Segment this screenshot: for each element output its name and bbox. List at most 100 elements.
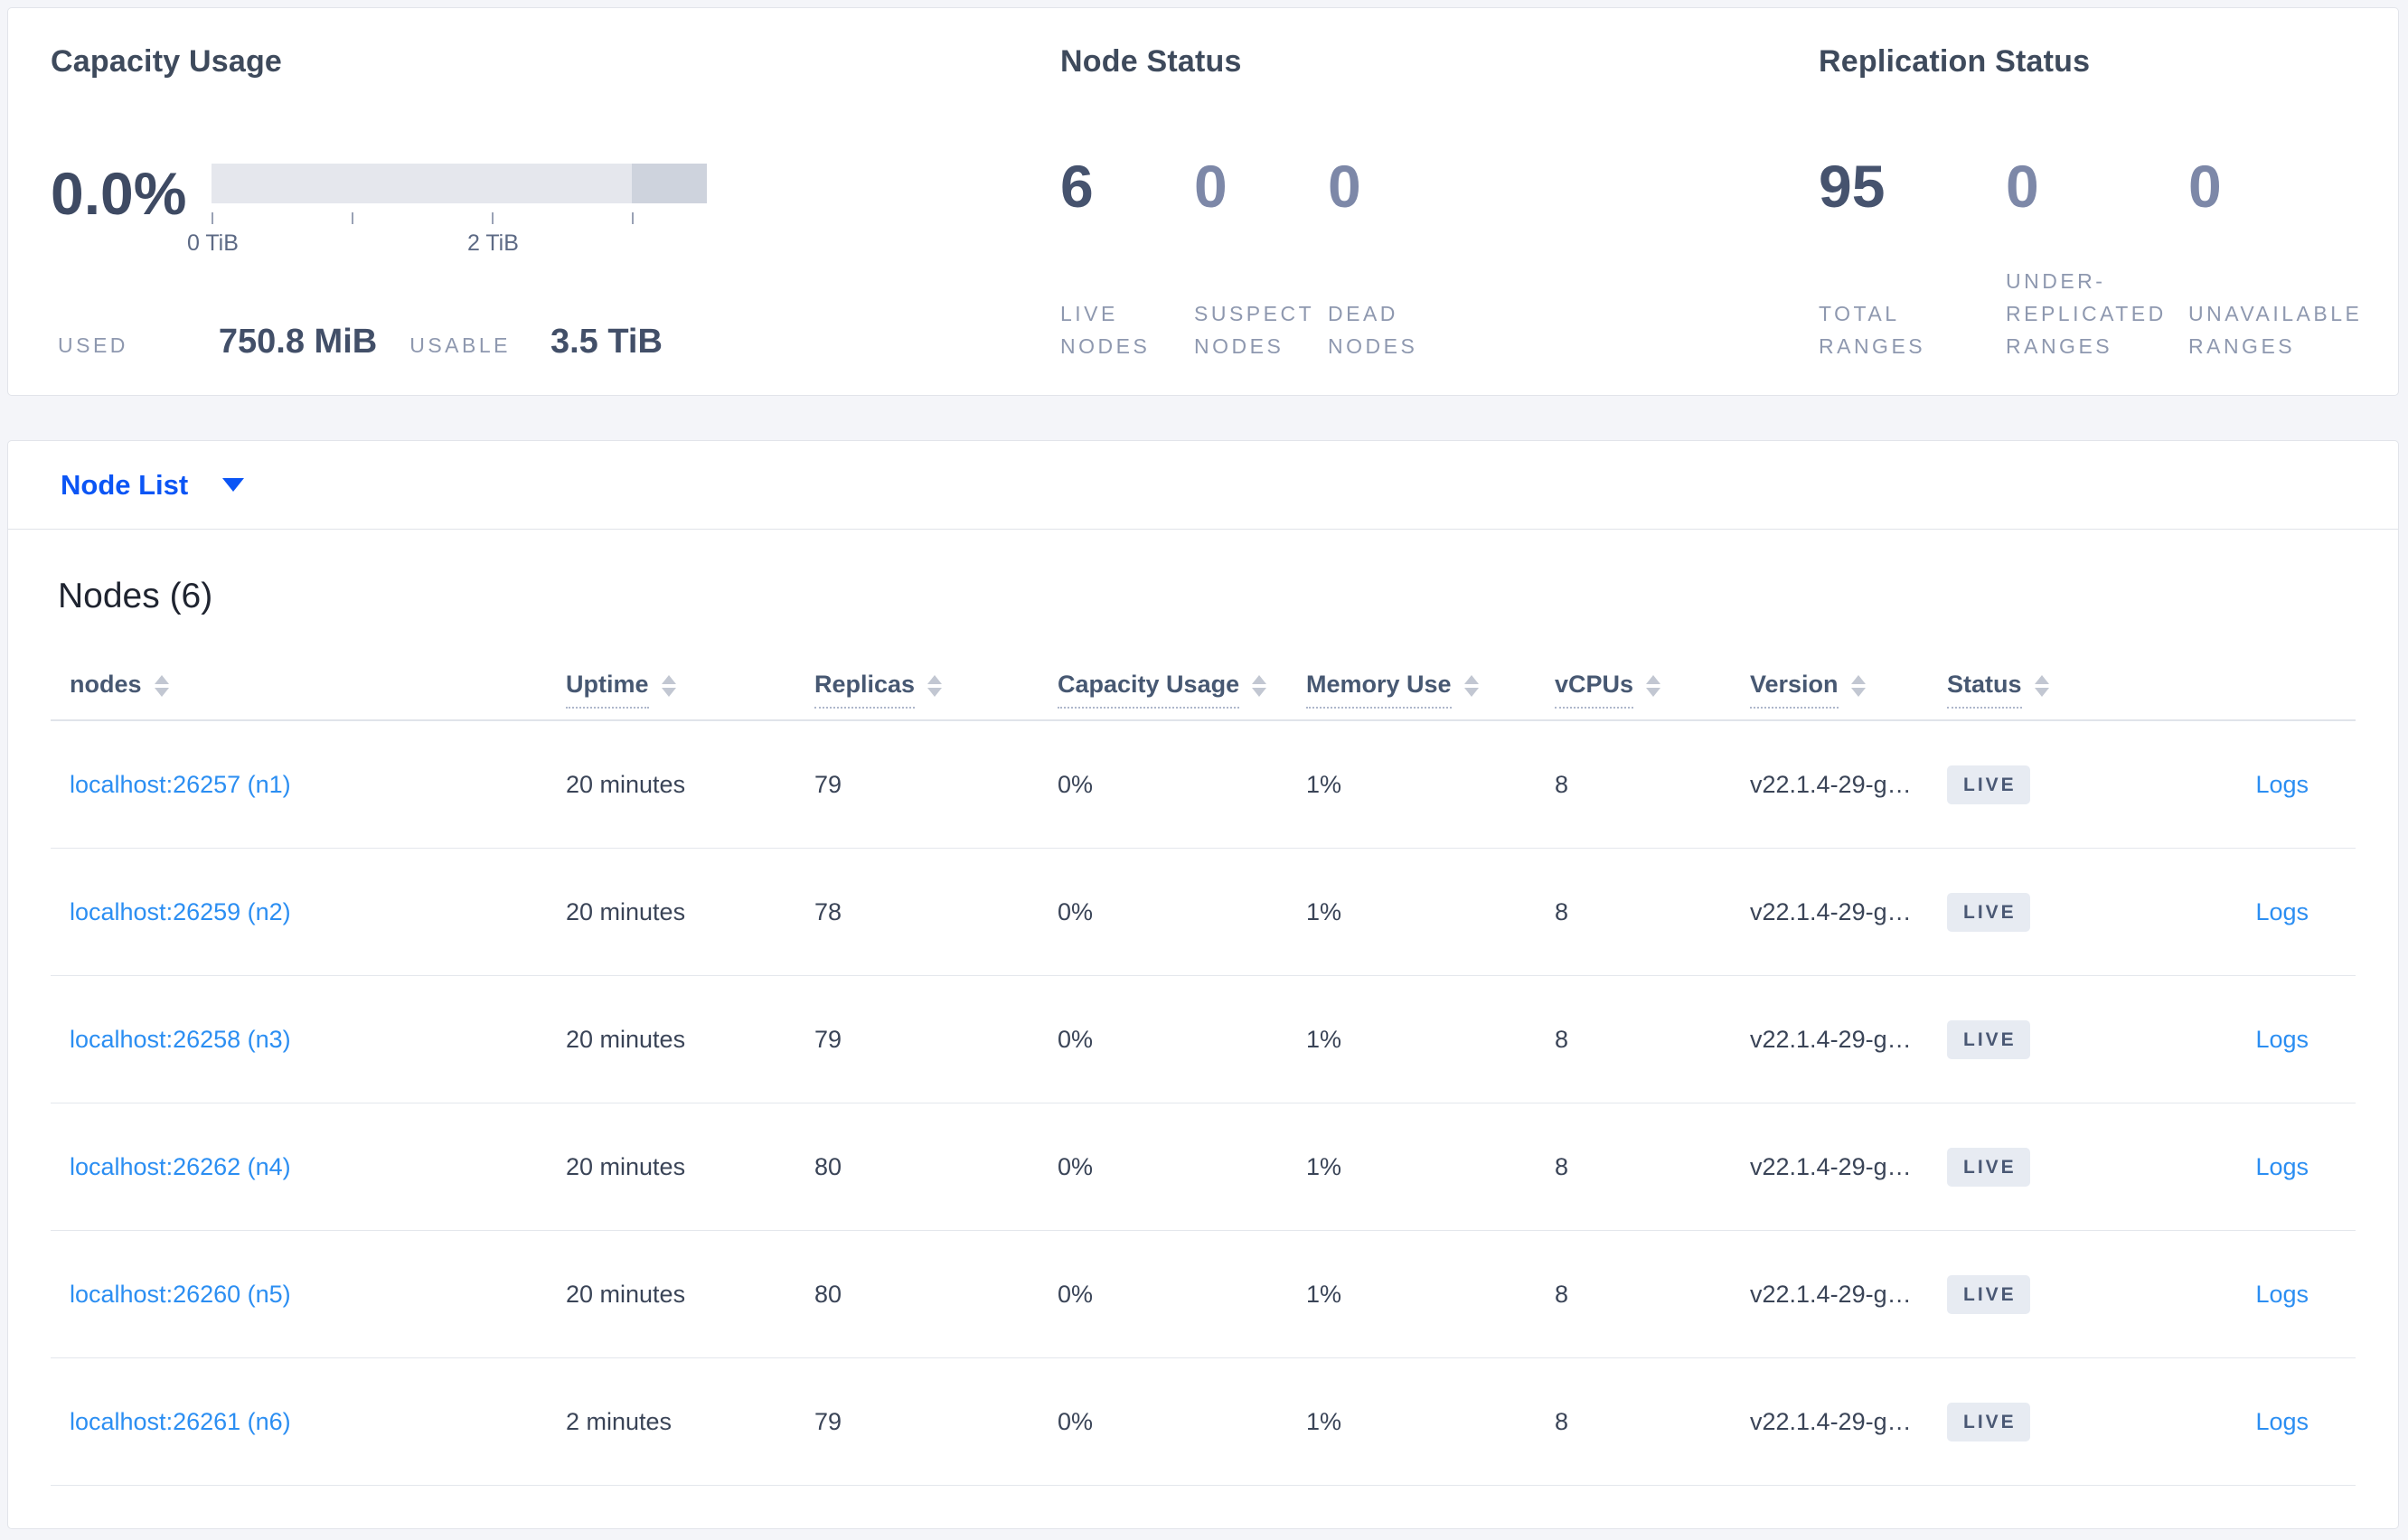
node-link[interactable]: localhost:26262 (n4) — [70, 1152, 291, 1180]
vcpus-cell: 8 — [1555, 1152, 1569, 1180]
version-cell: v22.1.4-29-g… — [1750, 1025, 1912, 1053]
logs-link[interactable]: Logs — [2255, 1407, 2309, 1435]
column-header-nodes[interactable]: nodes — [51, 671, 566, 709]
node-link[interactable]: localhost:26260 (n5) — [70, 1280, 291, 1308]
capacity-percent-value: 0.0% — [51, 160, 187, 227]
node-link[interactable]: localhost:26261 (n6) — [70, 1407, 291, 1435]
total-ranges-label: TOTAL RANGES — [1819, 302, 1926, 358]
column-header-memory-use[interactable]: Memory Use — [1306, 671, 1555, 709]
unavailable-ranges-value: 0 — [2188, 153, 2222, 220]
status-badge: LIVE — [1947, 1274, 2030, 1314]
total-ranges-metric: 95 TOTAL RANGES — [1819, 151, 2006, 362]
vcpus-cell: 8 — [1555, 770, 1569, 798]
capacity-bar-reserved-segment — [632, 164, 708, 203]
column-header-version[interactable]: Version — [1750, 671, 1947, 709]
capacity-cell: 0% — [1058, 1152, 1094, 1180]
table-row: localhost:26260 (n5) 20 minutes 80 0% 1%… — [51, 1231, 2356, 1358]
used-label: USED — [58, 333, 128, 357]
sort-icon — [1646, 675, 1661, 697]
node-list-card: Node List Nodes (6) nodes Uptime Replica… — [7, 440, 2399, 1529]
vcpus-cell: 8 — [1555, 1025, 1569, 1053]
table-header-row: nodes Uptime Replicas Capacity Usage — [51, 671, 2356, 721]
status-badge: LIVE — [1947, 1019, 2030, 1059]
logs-link[interactable]: Logs — [2255, 1025, 2309, 1053]
uptime-cell: 20 minutes — [566, 1280, 686, 1308]
vcpus-cell: 8 — [1555, 1407, 1569, 1435]
usable-value: 3.5 TiB — [550, 323, 663, 361]
capacity-cell: 0% — [1058, 897, 1094, 925]
under-replicated-ranges-label: UNDER-REPLICATED RANGES — [2006, 269, 2167, 358]
vcpus-cell: 8 — [1555, 897, 1569, 925]
uptime-cell: 20 minutes — [566, 1152, 686, 1180]
node-link[interactable]: localhost:26257 (n1) — [70, 770, 291, 798]
axis-tick-label: 2 TiB — [466, 230, 519, 256]
node-list-dropdown[interactable]: Node List — [8, 441, 2398, 530]
replicas-cell: 78 — [814, 897, 842, 925]
logs-link[interactable]: Logs — [2255, 1152, 2309, 1180]
under-replicated-ranges-value: 0 — [2006, 153, 2039, 220]
unavailable-ranges-metric: 0 UNAVAILABLE RANGES — [2188, 151, 2408, 362]
sort-icon — [154, 675, 169, 697]
status-badge: LIVE — [1947, 892, 2030, 932]
table-row: localhost:26262 (n4) 20 minutes 80 0% 1%… — [51, 1103, 2356, 1231]
total-ranges-value: 95 — [1819, 153, 1886, 220]
memory-cell: 1% — [1306, 897, 1342, 925]
memory-cell: 1% — [1306, 1152, 1342, 1180]
capacity-values-row: USED 750.8 MiB USABLE 3.5 TiB — [58, 323, 663, 362]
column-header-vcpus[interactable]: vCPUs — [1555, 671, 1750, 709]
unavailable-ranges-label: UNAVAILABLE RANGES — [2188, 302, 2363, 358]
status-badge: LIVE — [1947, 765, 2030, 804]
sort-icon — [1850, 675, 1866, 697]
logs-link[interactable]: Logs — [2255, 897, 2309, 925]
capacity-cell: 0% — [1058, 1407, 1094, 1435]
version-cell: v22.1.4-29-g… — [1750, 897, 1912, 925]
capacity-usage-section: Capacity Usage 0.0% 0 TiB 2 TiB USED 750… — [51, 44, 756, 361]
under-replicated-ranges-metric: 0 UNDER-REPLICATED RANGES — [2006, 151, 2188, 362]
column-header-status[interactable]: Status — [1947, 671, 2144, 709]
capacity-cell: 0% — [1058, 1025, 1094, 1053]
sort-icon — [927, 675, 943, 697]
live-nodes-metric: 6 LIVE NODES — [1060, 151, 1194, 362]
nodes-section-title: Nodes (6) — [58, 577, 213, 615]
uptime-cell: 20 minutes — [566, 1025, 686, 1053]
replicas-cell: 79 — [814, 770, 842, 798]
status-badge: LIVE — [1947, 1147, 2030, 1187]
version-cell: v22.1.4-29-g… — [1750, 1152, 1912, 1180]
column-header-uptime[interactable]: Uptime — [566, 671, 814, 709]
node-status-section: Node Status 6 LIVE NODES 0 SUSPECT NODES… — [1060, 44, 1693, 358]
dead-nodes-label: DEAD NODES — [1328, 302, 1418, 358]
cluster-summary-card: Capacity Usage 0.0% 0 TiB 2 TiB USED 750… — [7, 7, 2399, 396]
memory-cell: 1% — [1306, 770, 1342, 798]
dead-nodes-metric: 0 DEAD NODES — [1328, 151, 1462, 362]
node-link[interactable]: localhost:26259 (n2) — [70, 897, 291, 925]
node-list-dropdown-label: Node List — [61, 468, 189, 501]
suspect-nodes-label: SUSPECT NODES — [1194, 302, 1314, 358]
axis-tick — [492, 212, 494, 224]
live-nodes-value: 6 — [1060, 153, 1094, 220]
table-row: localhost:26259 (n2) 20 minutes 78 0% 1%… — [51, 849, 2356, 976]
node-link[interactable]: localhost:26258 (n3) — [70, 1025, 291, 1053]
status-badge: LIVE — [1947, 1402, 2030, 1441]
capacity-bar-track — [212, 164, 708, 203]
version-cell: v22.1.4-29-g… — [1750, 770, 1912, 798]
capacity-gauge: 0.0% 0 TiB 2 TiB — [51, 155, 708, 256]
replication-metrics: 95 TOTAL RANGES 0 UNDER-REPLICATED RANGE… — [1819, 151, 2408, 362]
sort-icon — [2034, 675, 2049, 697]
capacity-usage-bar: 0 TiB 2 TiB — [187, 155, 708, 256]
uptime-cell: 20 minutes — [566, 770, 686, 798]
column-header-capacity-usage[interactable]: Capacity Usage — [1058, 671, 1306, 709]
logs-link[interactable]: Logs — [2255, 1280, 2309, 1308]
node-status-title: Node Status — [1060, 44, 1242, 79]
suspect-nodes-metric: 0 SUSPECT NODES — [1194, 151, 1328, 362]
column-header-replicas[interactable]: Replicas — [814, 671, 1058, 709]
usable-label: USABLE — [409, 333, 511, 357]
capacity-cell: 0% — [1058, 1280, 1094, 1308]
axis-tick — [632, 212, 635, 224]
axis-tick-label: 0 TiB — [186, 230, 239, 256]
table-row: localhost:26261 (n6) 2 minutes 79 0% 1% … — [51, 1358, 2356, 1486]
logs-link[interactable]: Logs — [2255, 770, 2309, 798]
used-value: 750.8 MiB — [218, 323, 378, 361]
version-cell: v22.1.4-29-g… — [1750, 1407, 1912, 1435]
sort-icon — [661, 675, 676, 697]
memory-cell: 1% — [1306, 1025, 1342, 1053]
